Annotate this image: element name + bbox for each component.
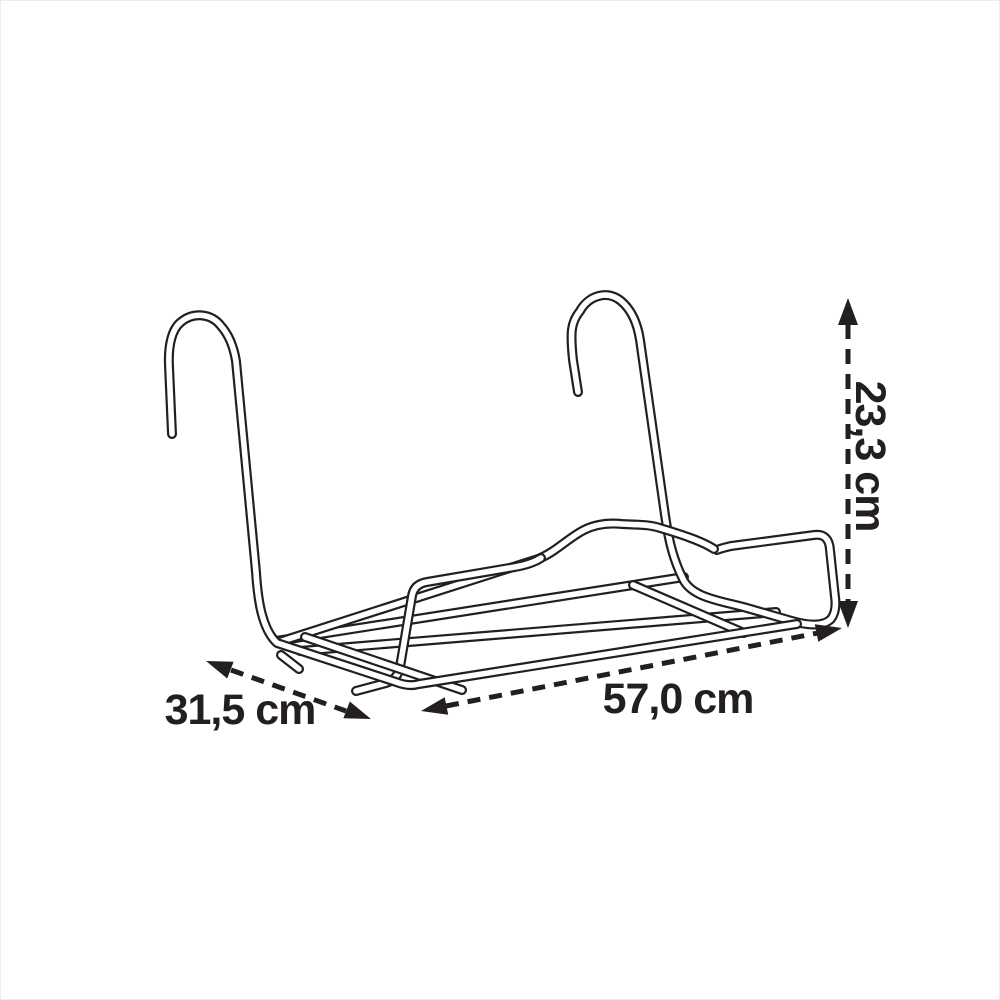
arrow-up-icon bbox=[838, 298, 858, 325]
arrow-down-right-icon bbox=[343, 701, 371, 719]
rack-wireframe bbox=[169, 295, 836, 691]
length-dimension-line bbox=[445, 630, 819, 709]
arrow-down-icon bbox=[838, 601, 858, 628]
depth-dimension-label: 31,5 cm bbox=[165, 686, 316, 734]
arrow-left-icon bbox=[421, 697, 449, 715]
length-dimension-label: 57,0 cm bbox=[603, 675, 754, 723]
depth-dimension: 31,5 cm bbox=[165, 661, 371, 734]
foot-stub bbox=[281, 655, 299, 669]
arrow-right-icon bbox=[814, 624, 842, 642]
left-hook-and-front-edge-wire bbox=[169, 315, 797, 685]
length-dimension: 57,0 cm bbox=[421, 624, 842, 723]
right-hook-and-end-frame-wire bbox=[571, 295, 835, 624]
height-dimension: 23,3 cm bbox=[838, 298, 894, 628]
arrow-up-left-icon bbox=[206, 661, 234, 679]
height-dimension-label: 23,3 cm bbox=[846, 381, 894, 532]
